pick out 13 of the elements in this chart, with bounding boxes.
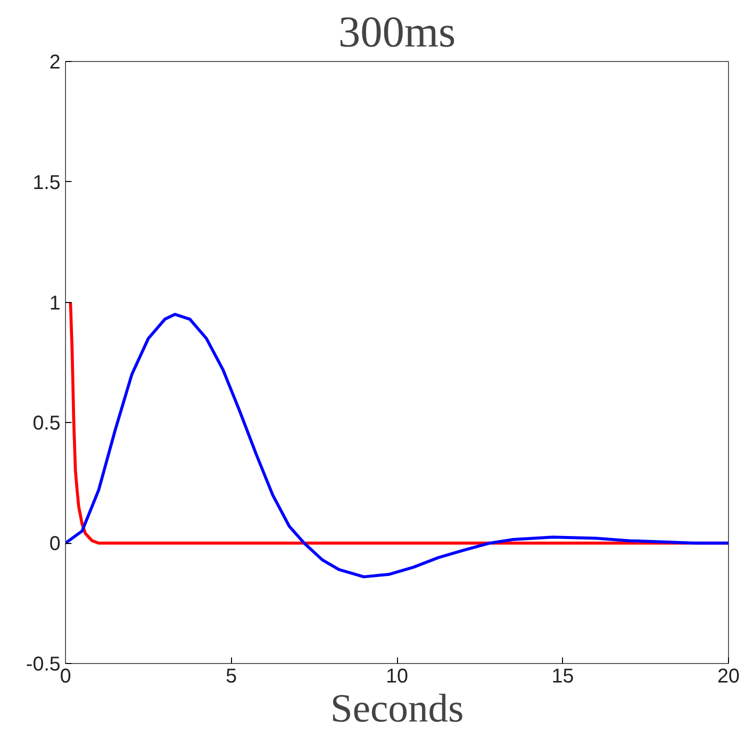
y-tick-label: 0.5 xyxy=(32,412,61,435)
y-tick-label: -0.5 xyxy=(26,654,61,676)
x-tick-label: 5 xyxy=(226,666,237,688)
x-tick-label: 15 xyxy=(552,666,574,688)
x-tick-label: 20 xyxy=(717,666,740,688)
x-axis-title: Seconds xyxy=(330,686,464,730)
y-tick-label: 2 xyxy=(49,52,60,74)
line-series xyxy=(66,312,728,578)
y-tick-label: 0 xyxy=(49,533,60,556)
x-tick-label: 10 xyxy=(386,666,408,688)
y-tick-label: 1 xyxy=(49,292,60,314)
chart-title: 300ms xyxy=(338,8,456,56)
y-tick-label: 1.5 xyxy=(32,172,61,194)
